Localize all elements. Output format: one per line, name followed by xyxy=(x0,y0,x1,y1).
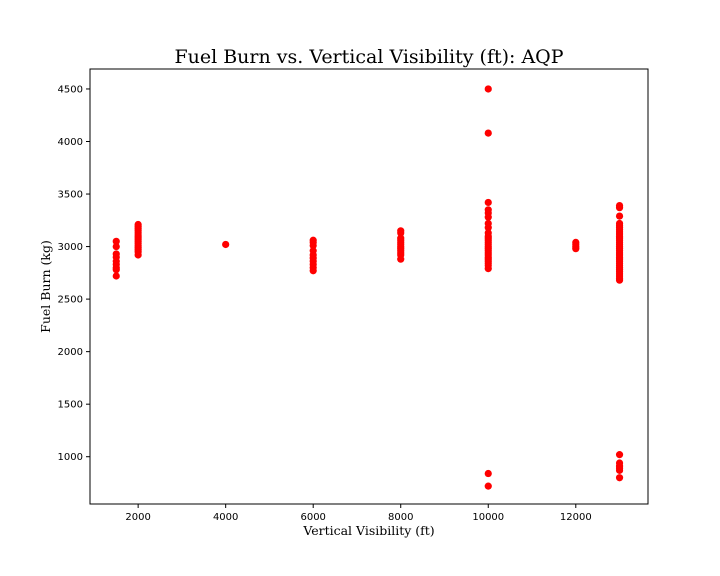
data-point xyxy=(484,213,492,221)
data-point xyxy=(484,482,492,490)
x-tick-label: 12000 xyxy=(560,512,592,523)
y-tick-label: 1000 xyxy=(58,452,83,463)
data-points xyxy=(112,85,624,490)
plot-frame xyxy=(89,68,649,505)
data-point xyxy=(397,229,405,237)
data-point xyxy=(112,272,120,280)
axis-ticks: 2000 4000 6000 8000 10000 12000 1000 1500 2000 25… xyxy=(58,84,592,523)
y-tick-label: 3500 xyxy=(58,190,83,201)
x-tick-label: 10000 xyxy=(472,512,504,523)
data-point xyxy=(309,241,317,250)
y-axis-label: Fuel Burn (kg) xyxy=(38,240,53,333)
data-point xyxy=(484,129,492,137)
data-point xyxy=(615,466,624,474)
data-point xyxy=(615,212,624,220)
data-point xyxy=(615,451,624,459)
chart-title: Fuel Burn vs. Vertical Visibility (ft): … xyxy=(174,46,563,68)
x-tick-label: 6000 xyxy=(300,512,325,523)
x-tick-label: 4000 xyxy=(213,512,238,523)
data-point xyxy=(615,204,624,212)
data-point xyxy=(134,251,142,259)
y-tick-label: 4500 xyxy=(58,84,83,95)
y-tick-label: 3000 xyxy=(58,242,83,253)
data-point xyxy=(484,265,492,273)
y-tick-label: 2000 xyxy=(58,347,83,358)
data-point xyxy=(615,474,624,482)
y-tick-label: 1500 xyxy=(58,400,83,411)
data-point xyxy=(112,237,120,245)
data-point xyxy=(484,469,492,478)
data-point xyxy=(572,245,580,253)
data-point xyxy=(309,267,317,275)
x-axis-label: Vertical Visibility (ft) xyxy=(302,523,434,538)
y-tick-label: 4000 xyxy=(58,137,83,148)
plot-area-background xyxy=(90,69,648,504)
data-point xyxy=(615,276,624,284)
data-point xyxy=(112,266,120,274)
y-tick-label: 2500 xyxy=(58,295,83,306)
x-tick-label: 8000 xyxy=(388,512,413,523)
data-point xyxy=(484,224,492,232)
x-tick-label: 2000 xyxy=(125,512,150,523)
data-point xyxy=(484,85,492,93)
data-point xyxy=(222,240,230,249)
data-point xyxy=(484,198,492,207)
data-point xyxy=(112,242,120,251)
data-point xyxy=(397,255,405,263)
